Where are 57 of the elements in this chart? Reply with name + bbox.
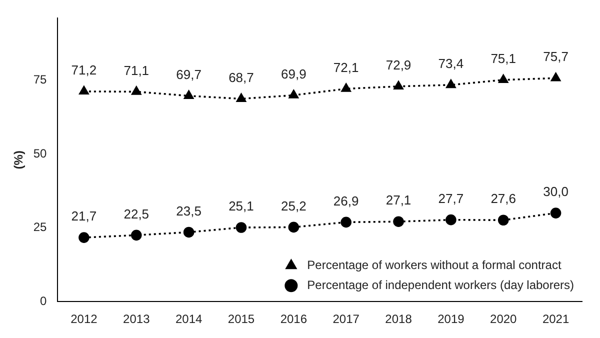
legend-label: Percentage of independent workers (day laborers) [307, 278, 574, 292]
data-label: 69,9 [281, 66, 306, 82]
point [78, 232, 90, 243]
point [498, 74, 508, 84]
legend-label: Percentage of workers without a formal contract [307, 258, 562, 272]
data-label: 27,1 [386, 192, 412, 208]
data-label: 69,7 [176, 66, 202, 82]
x-tick-label: 2019 [438, 312, 465, 326]
point [446, 214, 456, 226]
x-tick-label: 2021 [542, 312, 570, 326]
x-tick-label: 2018 [385, 312, 412, 326]
point [341, 83, 351, 92]
point [79, 86, 89, 95]
x-tick-label: 2012 [70, 312, 98, 326]
point [236, 93, 246, 102]
point [498, 214, 509, 226]
data-label: 25,1 [228, 198, 254, 214]
x-tick-label: 2016 [280, 312, 308, 326]
point [130, 230, 142, 241]
y-tick-label: 25 [33, 220, 48, 234]
data-label: 25,2 [281, 198, 306, 214]
point [132, 86, 142, 95]
point [550, 72, 561, 82]
x-tick-label: 2013 [123, 312, 150, 326]
data-label: 75,1 [490, 50, 516, 66]
point [340, 216, 352, 228]
point [394, 80, 404, 90]
data-label: 71,2 [71, 62, 97, 78]
point [288, 222, 300, 233]
point [288, 90, 298, 98]
point [393, 216, 404, 227]
x-tick-label: 2020 [490, 312, 518, 326]
x-tick-label: 2017 [332, 312, 360, 326]
data-label: 26,9 [333, 193, 359, 208]
data-label: 72,1 [333, 60, 359, 75]
y-tick-label: 75 [33, 72, 48, 87]
point [183, 226, 194, 238]
data-label: 22,5 [124, 206, 150, 222]
y-tick-label: 50 [33, 146, 48, 160]
data-label: 75,7 [543, 49, 568, 64]
data-label: 23,5 [176, 203, 202, 218]
data-label: 71,1 [124, 62, 150, 78]
data-label: 27,6 [490, 191, 516, 206]
data-label: 72,9 [386, 57, 412, 72]
data-label: 21,7 [71, 208, 97, 224]
data-label: 27,7 [438, 190, 464, 206]
point [446, 80, 456, 88]
y-axis-title: (%) [12, 150, 26, 170]
data-label: 73,4 [438, 56, 464, 71]
data-label: 30,0 [543, 184, 568, 200]
y-tick-label: 0 [40, 294, 48, 308]
x-tick-label: 2014 [175, 312, 202, 326]
point [550, 208, 562, 218]
data-label: 68,7 [228, 70, 254, 85]
point [184, 90, 194, 99]
x-tick-label: 2015 [228, 312, 255, 326]
point [236, 222, 247, 233]
